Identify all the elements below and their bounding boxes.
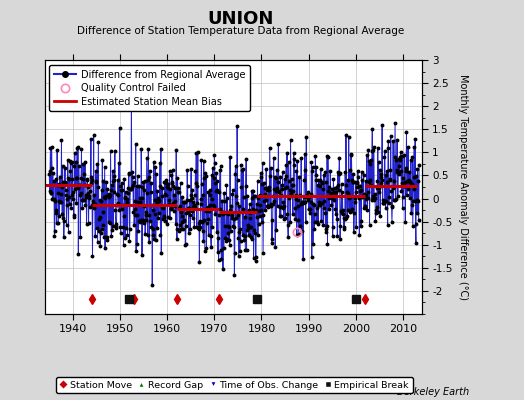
Legend: Station Move, Record Gap, Time of Obs. Change, Empirical Break: Station Move, Record Gap, Time of Obs. C… [56, 377, 413, 393]
Legend: Difference from Regional Average, Quality Control Failed, Estimated Station Mean: Difference from Regional Average, Qualit… [49, 65, 250, 111]
Text: Berkeley Earth: Berkeley Earth [397, 387, 469, 397]
Text: Difference of Station Temperature Data from Regional Average: Difference of Station Temperature Data f… [78, 26, 405, 36]
Text: UNION: UNION [208, 10, 274, 28]
Y-axis label: Monthly Temperature Anomaly Difference (°C): Monthly Temperature Anomaly Difference (… [458, 74, 468, 300]
